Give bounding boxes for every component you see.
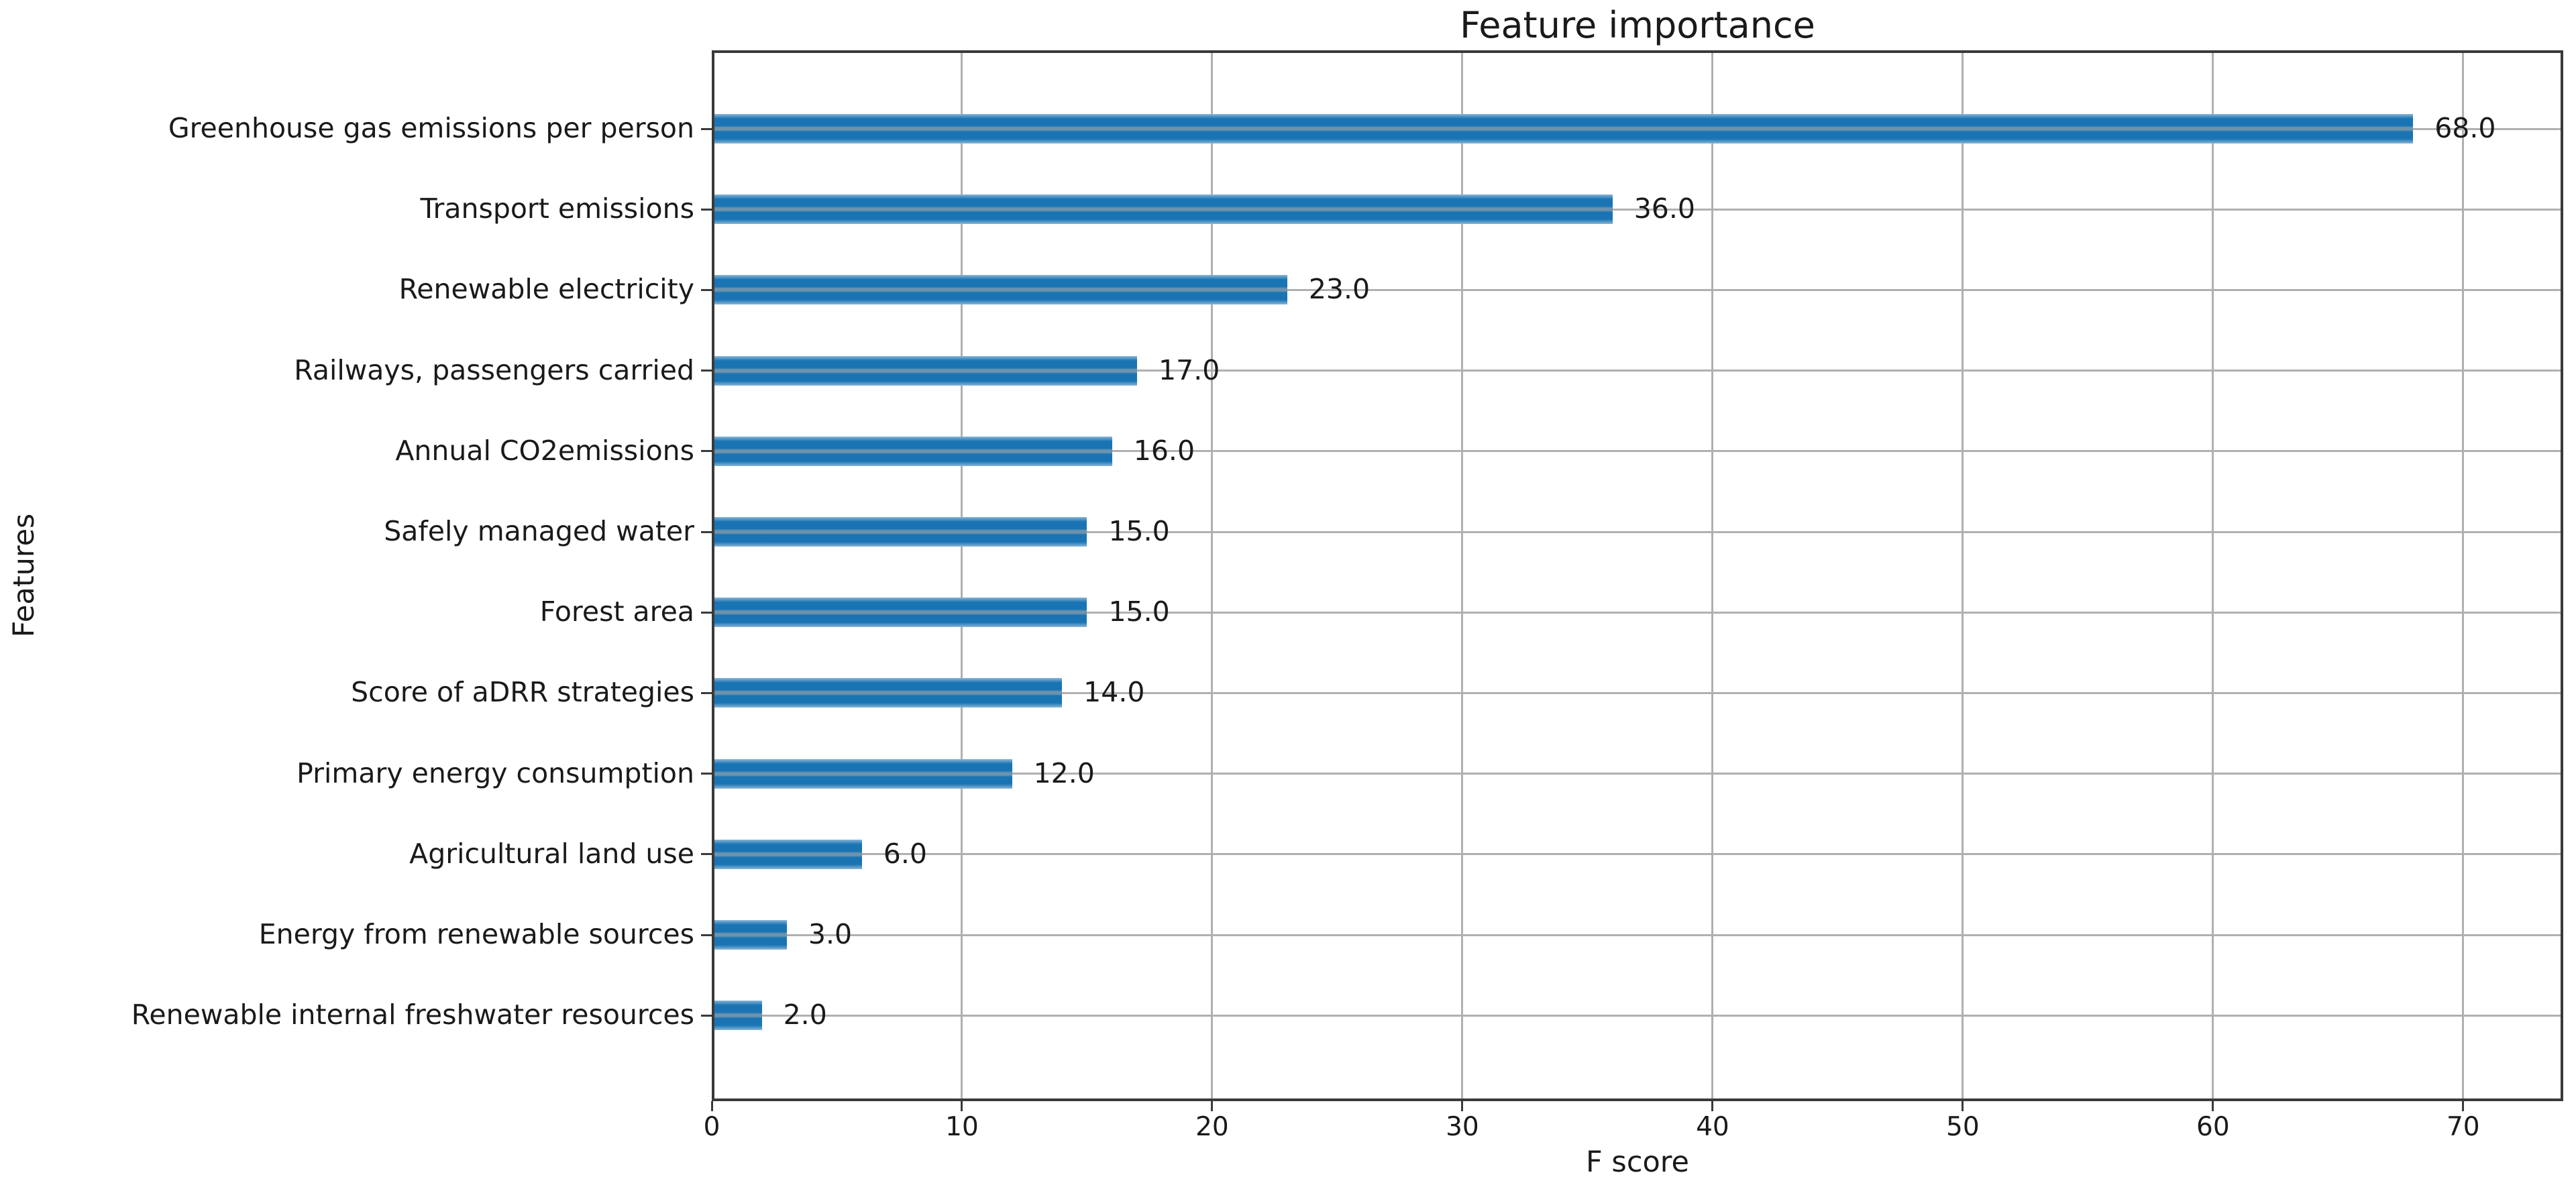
x-tick-mark xyxy=(1962,1101,1964,1111)
bar-value-label: 2.0 xyxy=(783,999,827,1031)
bar xyxy=(712,598,1087,628)
chart-title: Feature importance xyxy=(1460,4,1815,46)
category-label: Score of aDRR strategies xyxy=(351,676,694,709)
category-label: Annual CO2emissions xyxy=(395,434,694,467)
x-tick-label: 60 xyxy=(2196,1112,2230,1142)
x-tick-label: 0 xyxy=(703,1112,720,1142)
y-gridline xyxy=(712,288,2563,291)
category-label: Greenhouse gas emissions per person xyxy=(168,112,694,145)
plot-area: 68.0 36.0 23.0 17.0 16.0 15.0 15.0 14.0 12.0 6.0 3… xyxy=(712,50,2563,1101)
y-tick-mark xyxy=(701,691,712,694)
y-gridline xyxy=(712,1014,2563,1017)
x-gridline xyxy=(1962,50,1964,1101)
x-tick-label: 40 xyxy=(1696,1112,1729,1142)
bar-value-label: 15.0 xyxy=(1108,515,1170,548)
y-axis-label: Features xyxy=(7,513,41,638)
bar-value-label: 3.0 xyxy=(808,918,853,951)
x-tick-label: 70 xyxy=(2446,1112,2480,1142)
x-gridline xyxy=(2212,50,2214,1101)
x-tick-mark xyxy=(1711,1101,1714,1111)
category-label: Transport emissions xyxy=(420,192,694,225)
bar-value-label: 12.0 xyxy=(1033,756,1095,789)
y-tick-mark xyxy=(701,288,712,291)
y-gridline xyxy=(712,370,2563,372)
y-gridline xyxy=(712,450,2563,453)
x-tick-label: 30 xyxy=(1446,1112,1479,1142)
x-gridline xyxy=(961,50,963,1101)
category-label: Energy from renewable sources xyxy=(258,918,694,951)
bar-value-label: 16.0 xyxy=(1133,434,1195,467)
x-tick-mark xyxy=(2462,1101,2465,1111)
bar-value-label: 36.0 xyxy=(1633,192,1695,225)
bar xyxy=(712,839,862,869)
bar xyxy=(712,436,1112,466)
category-label: Primary energy consumption xyxy=(297,756,694,789)
y-tick-mark xyxy=(701,773,712,775)
y-tick-mark xyxy=(701,208,712,211)
bar xyxy=(712,678,1063,708)
y-tick-mark xyxy=(701,1014,712,1017)
x-tick-label: 50 xyxy=(1946,1112,1980,1142)
y-tick-mark xyxy=(701,450,712,453)
y-gridline xyxy=(712,773,2563,775)
y-gridline xyxy=(712,530,2563,533)
bar xyxy=(712,194,1613,225)
x-tick-label: 10 xyxy=(945,1112,979,1142)
x-tick-mark xyxy=(2212,1101,2214,1111)
y-gridline xyxy=(712,853,2563,856)
y-tick-mark xyxy=(701,611,712,614)
bar-value-label: 17.0 xyxy=(1159,353,1220,386)
bar-value-label: 6.0 xyxy=(883,837,927,870)
bar xyxy=(712,355,1138,386)
x-gridline xyxy=(1211,50,1214,1101)
bar xyxy=(712,920,787,950)
bar xyxy=(712,275,1287,305)
x-gridline xyxy=(1711,50,1714,1101)
category-label: Renewable electricity xyxy=(398,273,694,306)
y-gridline xyxy=(712,208,2563,211)
category-label: Renewable internal freshwater resources xyxy=(131,999,694,1031)
x-tick-mark xyxy=(1211,1101,1214,1111)
category-label: Railways, passengers carried xyxy=(294,353,694,386)
y-gridline xyxy=(712,611,2563,614)
y-gridline xyxy=(712,691,2563,694)
category-label: Safely managed water xyxy=(384,515,694,548)
x-gridline xyxy=(1461,50,1464,1101)
y-tick-mark xyxy=(701,127,712,130)
y-tick-mark xyxy=(701,853,712,856)
x-axis-label: F score xyxy=(1586,1145,1689,1179)
bar xyxy=(712,758,1012,789)
x-tick-mark xyxy=(961,1101,963,1111)
category-label: Forest area xyxy=(539,596,694,628)
bar xyxy=(712,114,2414,144)
category-label: Agricultural land use xyxy=(409,837,694,870)
y-tick-mark xyxy=(701,934,712,936)
bar xyxy=(712,1001,762,1031)
x-tick-mark xyxy=(1461,1101,1464,1111)
x-tick-label: 20 xyxy=(1195,1112,1229,1142)
bar xyxy=(712,517,1087,547)
bar-value-label: 68.0 xyxy=(2434,112,2496,145)
y-tick-mark xyxy=(701,530,712,533)
bar-value-label: 15.0 xyxy=(1108,596,1170,628)
bar-value-label: 14.0 xyxy=(1083,676,1145,709)
bar-value-label: 23.0 xyxy=(1308,273,1371,306)
x-tick-mark xyxy=(710,1101,713,1111)
x-gridline xyxy=(2462,50,2465,1101)
y-gridline xyxy=(712,934,2563,936)
y-tick-mark xyxy=(701,370,712,372)
